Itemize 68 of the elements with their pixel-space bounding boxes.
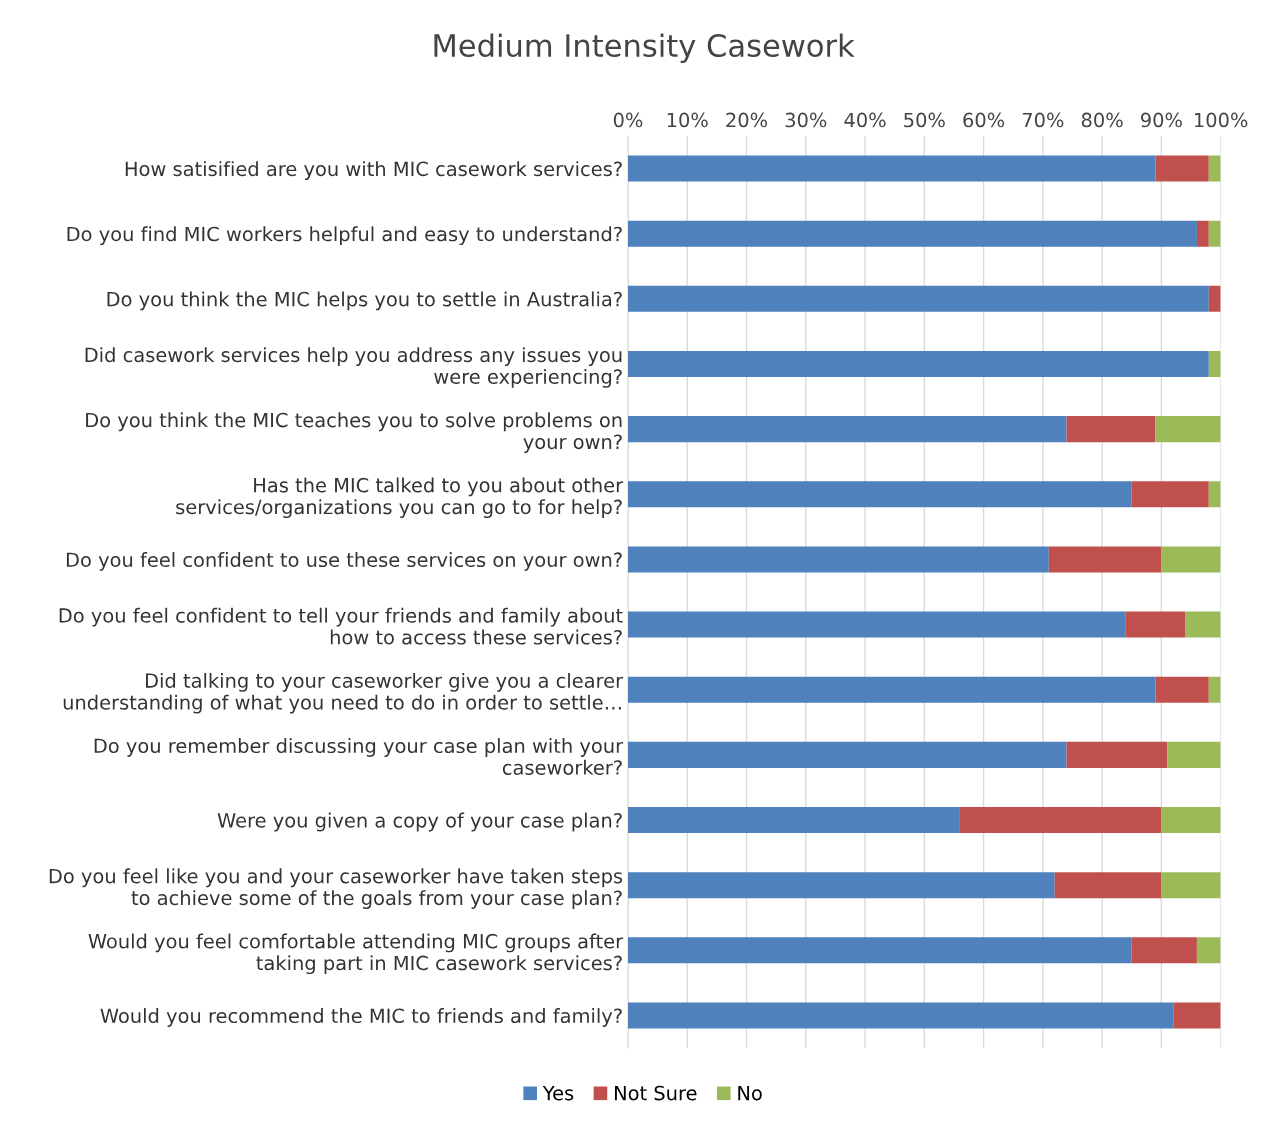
bar: [1066, 741, 1168, 768]
bar: [627, 416, 1067, 443]
bar: [1066, 416, 1156, 443]
bar: [1196, 220, 1209, 247]
x-tick-label: 10%: [667, 112, 708, 128]
bar: [1161, 806, 1221, 834]
x-tick-label: 70%: [1022, 112, 1064, 128]
bar: [627, 676, 1156, 703]
bar: [627, 285, 1209, 312]
bar: [1161, 546, 1221, 573]
y-tick-label: Would you recommend the MIC to friends and family?: [100, 1008, 622, 1027]
bar: [627, 872, 1055, 899]
y-tick-label: Do you feel confident to tell your friends and family about how to access these services?: [59, 607, 623, 645]
x-tick-label: 100%: [1194, 112, 1248, 128]
y-tick-label: Do you think the MIC teaches you to solve problems on your own?: [86, 412, 622, 453]
bar: [1155, 416, 1221, 443]
x-tick-label: 40%: [844, 112, 886, 128]
y-tick-label: Did casework services help you address any issues you were experiencing?: [85, 347, 622, 388]
bar: [1208, 155, 1221, 182]
bar: [1155, 676, 1209, 703]
bar: [1208, 481, 1221, 508]
bar: [627, 741, 1067, 768]
y-tick-label: Do you find MIC workers helpful and easy to understand?: [67, 226, 622, 246]
bar: [627, 481, 1132, 508]
chart-title: Medium Intensity Casework: [434, 33, 855, 63]
y-tick-label: Has the MIC talked to you about other services/organizations you can go to for help?: [176, 477, 624, 519]
x-tick-label: 30%: [785, 112, 827, 128]
bar: [1196, 937, 1221, 964]
y-tick-label: Do you feel confident to use these services on your own?: [66, 552, 622, 571]
bar: [627, 806, 960, 834]
legend-label: Yes: [542, 1085, 574, 1101]
bar: [1167, 741, 1221, 768]
y-tick-label: Would you feel comfortable attending MIC groups after taking part in MIC casework services?: [88, 933, 624, 975]
bar: [1155, 155, 1209, 182]
bar: [627, 220, 1197, 247]
bar: [1125, 611, 1186, 638]
bar: [1208, 676, 1221, 703]
bar: [627, 937, 1132, 964]
bar: [1173, 1002, 1221, 1029]
y-tick-label: How satisified are you with MIC casework services?: [125, 161, 622, 180]
bar: [1054, 872, 1162, 899]
bar: [627, 155, 1156, 182]
x-tick-label: 90%: [1141, 112, 1182, 128]
bar: [959, 806, 1162, 834]
x-tick-label: 0%: [613, 112, 643, 128]
x-tick-label: 80%: [1081, 112, 1123, 128]
bar: [1131, 481, 1209, 508]
y-tick-label: Do you feel like you and your caseworker have taken steps to achieve some of the goals from your case plan?: [49, 868, 623, 909]
bar: [627, 546, 1049, 573]
x-tick-label: 20%: [726, 112, 768, 128]
bar: [627, 611, 1126, 638]
bar: [1208, 285, 1221, 312]
bar: [1208, 350, 1221, 378]
y-tick-label: Did talking to your caseworker give you a clearer understanding of what you need to do in order to settle…: [63, 672, 624, 714]
bar: [1048, 546, 1162, 573]
bar: [1208, 220, 1221, 247]
y-tick-label: Do you remember discussing your case plan with your caseworker?: [94, 738, 624, 775]
bar: [627, 1002, 1174, 1029]
x-tick-label: 50%: [904, 112, 945, 128]
bar: [1185, 611, 1221, 638]
legend-label: Not Sure: [615, 1085, 697, 1101]
y-tick-label: Were you given a copy of your case plan?: [217, 812, 622, 832]
bar: [1131, 937, 1197, 964]
x-tick-label: 60%: [963, 112, 1005, 128]
y-tick-label: Do you think the MIC helps you to settle in Australia?: [107, 291, 622, 311]
bar: [1161, 872, 1221, 899]
bar: [627, 350, 1209, 378]
legend-label: No: [738, 1085, 762, 1101]
